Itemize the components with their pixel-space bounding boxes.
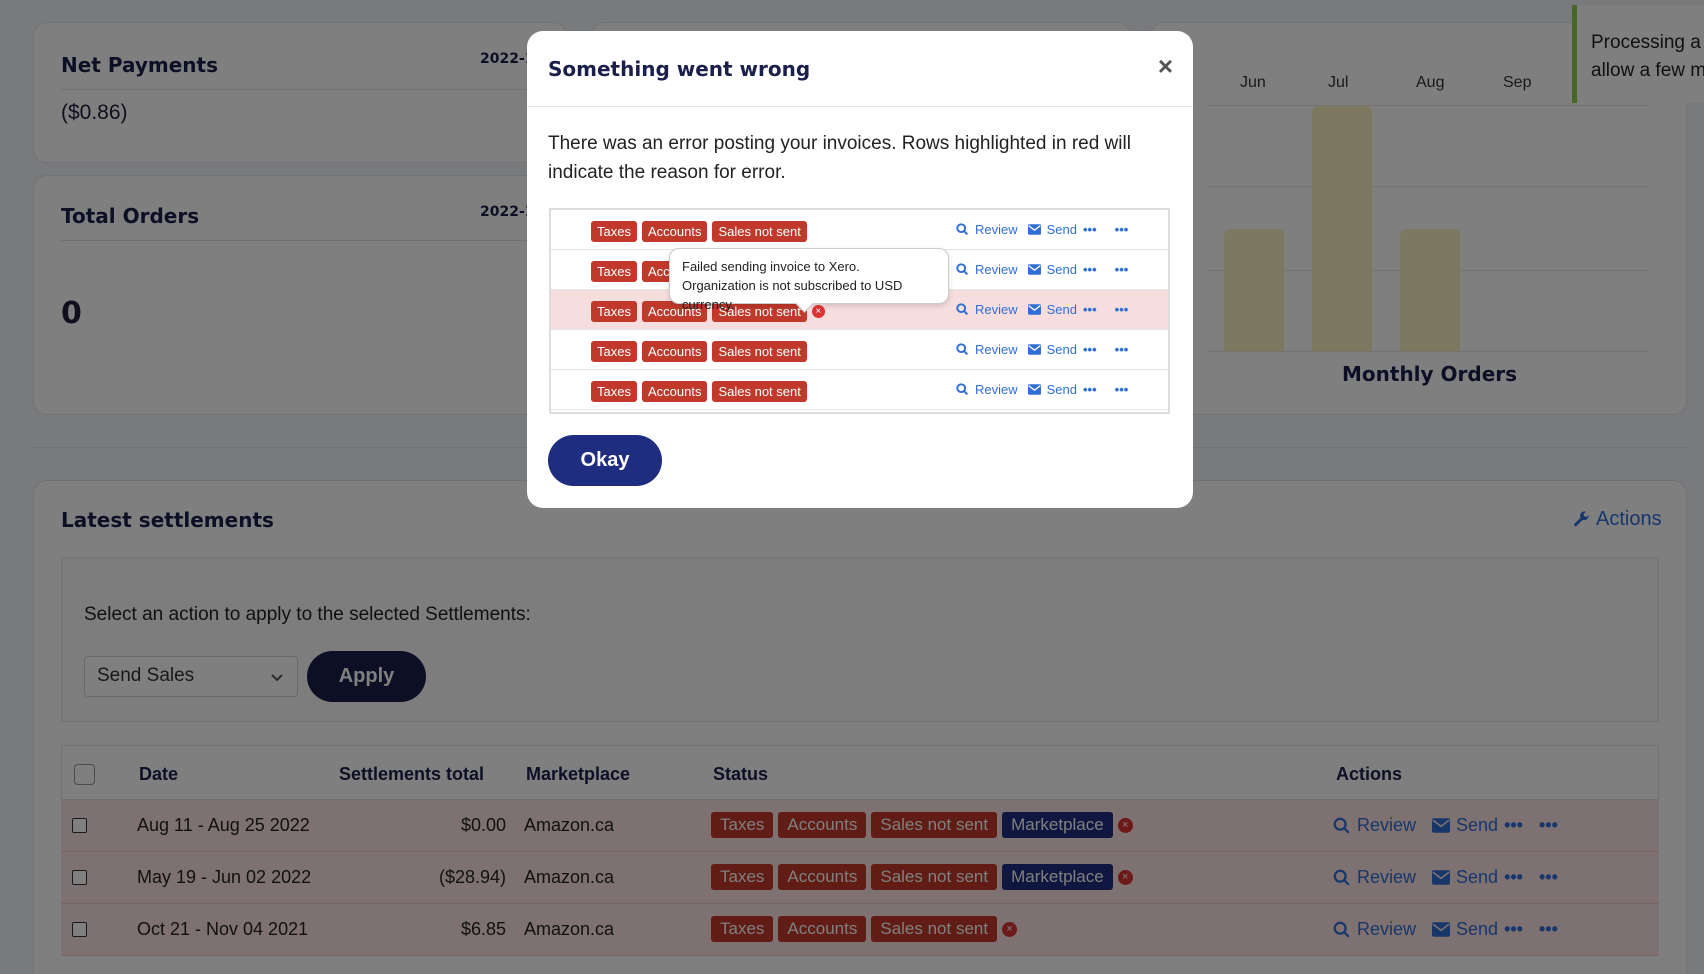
preview-row-actions: Review Send ••• ••• [956, 222, 1128, 237]
search-icon [956, 263, 969, 276]
review-link[interactable]: Review [956, 342, 1018, 357]
send-more-icon[interactable]: ••• [1083, 342, 1097, 357]
status-badge: Taxes [591, 381, 637, 402]
row-more-icon[interactable]: ••• [1114, 382, 1129, 397]
status-badge: Taxes [591, 261, 637, 282]
preview-row-actions: Review Send ••• ••• [956, 382, 1128, 397]
review-link[interactable]: Review [956, 262, 1018, 277]
status-badge: Accounts [641, 341, 708, 362]
envelope-icon [1027, 304, 1041, 315]
row-more-icon[interactable]: ••• [1114, 222, 1129, 237]
review-link[interactable]: Review [956, 302, 1018, 317]
status-badge: Sales not sent [712, 301, 807, 322]
send-link[interactable]: Send ••• [1027, 262, 1097, 277]
send-label: Send [1046, 222, 1077, 237]
modal-message: There was an error posting your invoices… [548, 133, 1131, 183]
send-label: Send [1046, 262, 1077, 277]
send-label: Send [1046, 382, 1077, 397]
review-link[interactable]: Review [956, 382, 1018, 397]
send-link[interactable]: Send ••• [1027, 342, 1097, 357]
row-more-icon[interactable]: ••• [1114, 262, 1129, 277]
search-icon [956, 343, 969, 356]
send-more-icon[interactable]: ••• [1083, 302, 1097, 317]
status-badge: Taxes [591, 341, 637, 362]
preview-row-actions: Review Send ••• ••• [956, 342, 1128, 357]
send-label: Send [1046, 302, 1077, 317]
status-badge: Accounts [641, 381, 708, 402]
error-modal: Something went wrong × There was an erro… [527, 31, 1193, 508]
status-badge: Sales not sent [712, 381, 807, 402]
preview-row-actions: Review Send ••• ••• [956, 302, 1128, 317]
preview-row-tags: Taxes Accounts Sales not sent × [591, 301, 825, 322]
preview-row-actions: Review Send ••• ••• [956, 262, 1128, 277]
search-icon [956, 303, 969, 316]
row-more-icon[interactable]: ••• [1114, 302, 1129, 317]
send-link[interactable]: Send ••• [1027, 302, 1097, 317]
send-more-icon[interactable]: ••• [1083, 222, 1097, 237]
status-badge: Sales not sent [712, 341, 807, 362]
envelope-icon [1027, 384, 1041, 395]
status-badge: Accounts [641, 221, 708, 242]
envelope-icon [1027, 344, 1041, 355]
send-more-icon[interactable]: ••• [1083, 382, 1097, 397]
send-label: Send [1046, 342, 1077, 357]
status-badge: Taxes [591, 301, 637, 322]
invoice-preview-table: Taxes Accounts Sales not sent Review Send •••… [549, 208, 1170, 414]
modal-title: Something went wrong [548, 57, 811, 81]
review-label: Review [975, 302, 1018, 317]
close-icon[interactable]: × [1157, 51, 1173, 81]
status-badge: Sales not sent [712, 221, 807, 242]
status-badge: Taxes [591, 221, 637, 242]
envelope-icon [1027, 264, 1041, 275]
modal-header: Something went wrong × [527, 31, 1193, 107]
search-icon [956, 223, 969, 236]
send-link[interactable]: Send ••• [1027, 382, 1097, 397]
row-more-icon[interactable]: ••• [1114, 342, 1129, 357]
error-icon[interactable]: × [811, 305, 825, 318]
review-label: Review [975, 342, 1018, 357]
review-label: Review [975, 222, 1018, 237]
review-link[interactable]: Review [956, 222, 1018, 237]
search-icon [956, 383, 969, 396]
send-link[interactable]: Send ••• [1027, 222, 1097, 237]
review-label: Review [975, 382, 1018, 397]
envelope-icon [1027, 224, 1041, 235]
review-label: Review [975, 262, 1018, 277]
error-tooltip: Failed sending invoice to Xero. Organiza… [669, 248, 949, 312]
okay-button[interactable]: Okay [548, 435, 662, 486]
send-more-icon[interactable]: ••• [1083, 262, 1097, 277]
